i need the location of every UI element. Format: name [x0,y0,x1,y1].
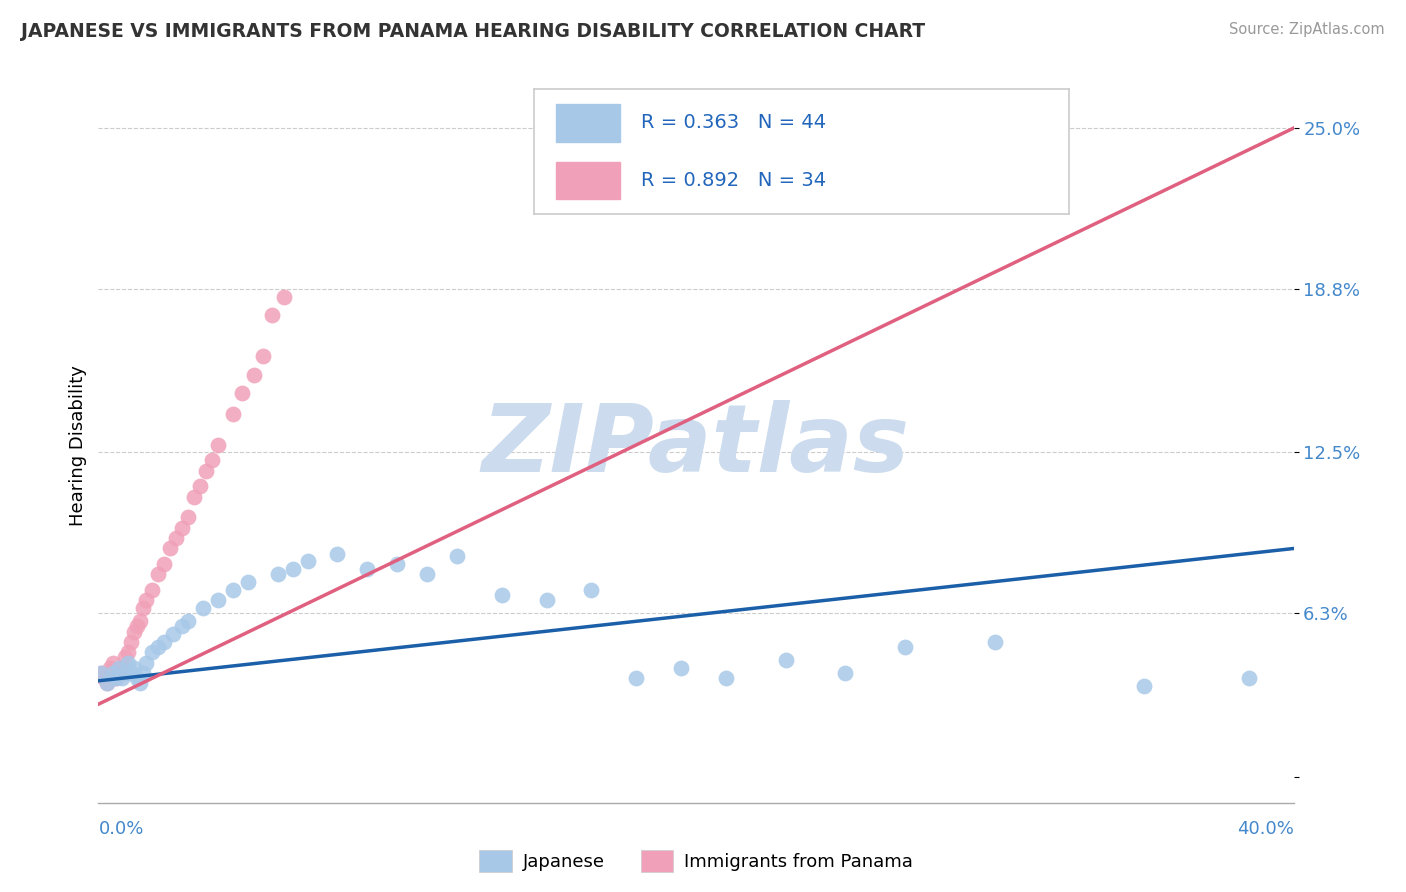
Point [231,385,253,400]
Point [222,582,245,597]
Point [105,671,128,685]
Point [148,567,170,582]
Point [117,656,139,670]
Point [98,661,122,675]
Point [114,666,136,681]
Point [188,479,211,493]
Point [132,666,155,681]
Point [669,661,692,675]
Point [108,666,131,681]
Point [281,562,304,576]
Point [114,650,136,665]
Point [124,624,146,639]
Point [135,656,157,670]
Point [177,614,200,628]
Text: ZIPatlas: ZIPatlas [482,400,910,492]
Point [207,593,229,607]
Point [117,645,139,659]
Point [153,635,176,649]
Point [172,619,194,633]
Point [222,407,245,421]
Point [243,368,266,382]
Text: 0.0%: 0.0% [98,820,143,838]
Point [775,653,797,667]
Point [96,676,118,690]
Point [105,671,128,685]
Point [207,438,229,452]
Point [581,582,603,597]
Point [983,635,1005,649]
Point [1133,679,1156,693]
Point [120,666,142,681]
Point [120,635,142,649]
Point [132,601,155,615]
Point [834,666,856,681]
Y-axis label: Hearing Disability: Hearing Disability [69,366,87,526]
Text: R = 0.363   N = 44: R = 0.363 N = 44 [641,113,827,132]
FancyBboxPatch shape [555,161,620,199]
Point [165,531,187,545]
Point [162,627,184,641]
Point [714,671,737,685]
Point [385,557,409,571]
Point [446,549,468,564]
Point [260,308,283,322]
Point [129,676,152,690]
Point [267,567,290,582]
Point [111,671,134,685]
Point [127,671,149,685]
Point [416,567,439,582]
Point [191,601,214,615]
Text: 40.0%: 40.0% [1237,820,1294,838]
Point [183,490,205,504]
Point [135,593,157,607]
Point [90,666,112,681]
Point [177,510,200,524]
Text: JAPANESE VS IMMIGRANTS FROM PANAMA HEARING DISABILITY CORRELATION CHART: JAPANESE VS IMMIGRANTS FROM PANAMA HEARI… [21,22,925,41]
Point [129,614,152,628]
Point [103,666,125,681]
Point [90,666,112,681]
Point [108,661,131,675]
Point [1237,671,1260,685]
Point [148,640,170,654]
Point [96,676,118,690]
Point [111,661,134,675]
Point [159,541,181,556]
Point [127,619,149,633]
Point [194,464,218,478]
Point [536,593,558,607]
Text: R = 0.892   N = 34: R = 0.892 N = 34 [641,171,827,190]
Point [103,656,125,670]
Point [491,588,513,602]
Point [141,582,163,597]
Point [326,547,349,561]
FancyBboxPatch shape [555,104,620,142]
Legend: Japanese, Immigrants from Panama: Japanese, Immigrants from Panama [472,843,920,880]
Point [252,350,274,364]
Point [624,671,647,685]
Point [894,640,917,654]
Point [124,661,146,675]
Point [153,557,176,571]
Point [93,671,115,685]
Point [201,453,224,467]
Point [273,290,295,304]
Point [236,575,259,590]
Point [297,554,319,568]
Point [172,521,194,535]
Text: Source: ZipAtlas.com: Source: ZipAtlas.com [1229,22,1385,37]
Point [356,562,378,576]
Point [141,645,163,659]
